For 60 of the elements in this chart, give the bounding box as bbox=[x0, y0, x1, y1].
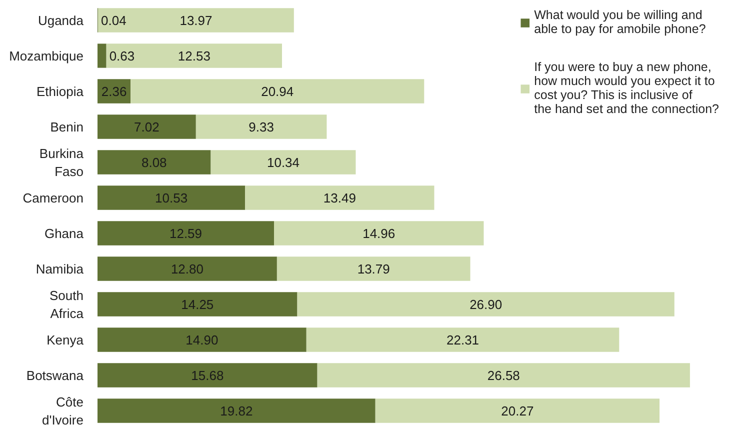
bar bbox=[306, 328, 620, 352]
data-label: 26.58 bbox=[487, 368, 520, 383]
data-label: 13.97 bbox=[180, 12, 212, 28]
data-label: 20.94 bbox=[261, 84, 294, 99]
data-label: 2.36 bbox=[101, 84, 127, 99]
bar bbox=[106, 44, 282, 68]
y-tick-label: Cameroon bbox=[22, 190, 84, 206]
y-tick-label: Ghana bbox=[44, 226, 84, 241]
bar bbox=[98, 363, 318, 388]
data-label: 12.59 bbox=[169, 226, 202, 241]
bar bbox=[317, 363, 690, 388]
bar bbox=[98, 398, 376, 423]
bar bbox=[98, 186, 246, 210]
data-label: 15.68 bbox=[191, 368, 224, 383]
data-label: 10.53 bbox=[155, 190, 188, 206]
data-label: 12.80 bbox=[170, 261, 204, 276]
data-label: 14.25 bbox=[181, 296, 214, 312]
bar bbox=[210, 150, 356, 174]
data-label: 14.90 bbox=[186, 332, 218, 348]
bar bbox=[98, 221, 274, 246]
y-tick-label: Namibia bbox=[36, 261, 84, 276]
data-label: 8.08 bbox=[141, 154, 167, 170]
data-label: 12.53 bbox=[178, 48, 210, 64]
bar bbox=[245, 186, 434, 210]
data-label: 0.63 bbox=[109, 48, 135, 64]
data-label: 26.90 bbox=[470, 296, 502, 312]
bar bbox=[98, 44, 106, 68]
data-label: 9.33 bbox=[248, 119, 274, 134]
data-label: 7.02 bbox=[134, 119, 160, 134]
y-tick-label: Botswana bbox=[26, 368, 84, 383]
y-tick-label: Ethiopia bbox=[36, 84, 84, 99]
data-label: 0.04 bbox=[101, 12, 126, 28]
data-label: 20.27 bbox=[501, 403, 534, 418]
data-label: 22.31 bbox=[446, 332, 480, 348]
bar bbox=[375, 398, 660, 423]
y-tick-label: Côte d'Ivoire bbox=[42, 394, 84, 428]
data-label: 13.49 bbox=[323, 190, 356, 206]
data-label: 10.34 bbox=[266, 154, 300, 170]
bar bbox=[98, 292, 298, 316]
y-tick-label: South Africa bbox=[50, 288, 84, 321]
y-tick-label: Mozambique bbox=[9, 48, 84, 64]
legend-label: If you were to buy a new phone, how much would you expect it to cost you? This is inclusive of the hand set and the connection? bbox=[534, 60, 719, 116]
y-tick-label: Kenya bbox=[46, 332, 84, 348]
bar bbox=[98, 150, 211, 174]
bar bbox=[98, 256, 277, 281]
y-tick-label: Uganda bbox=[38, 12, 84, 28]
bar bbox=[130, 79, 424, 104]
y-tick-label: Burkina Faso bbox=[39, 146, 84, 179]
bar bbox=[297, 292, 674, 316]
bar bbox=[98, 114, 196, 139]
bar bbox=[274, 221, 484, 246]
data-label: 19.82 bbox=[220, 403, 253, 418]
data-label: 13.79 bbox=[357, 261, 390, 276]
bar bbox=[98, 8, 294, 32]
legend-label: What would you be willing and able to pay for amobile phone? bbox=[534, 8, 706, 36]
data-label: 14.96 bbox=[362, 226, 396, 241]
y-tick-label: Benin bbox=[50, 119, 84, 134]
bar bbox=[276, 256, 470, 281]
bar bbox=[98, 328, 306, 352]
bar bbox=[196, 114, 327, 139]
